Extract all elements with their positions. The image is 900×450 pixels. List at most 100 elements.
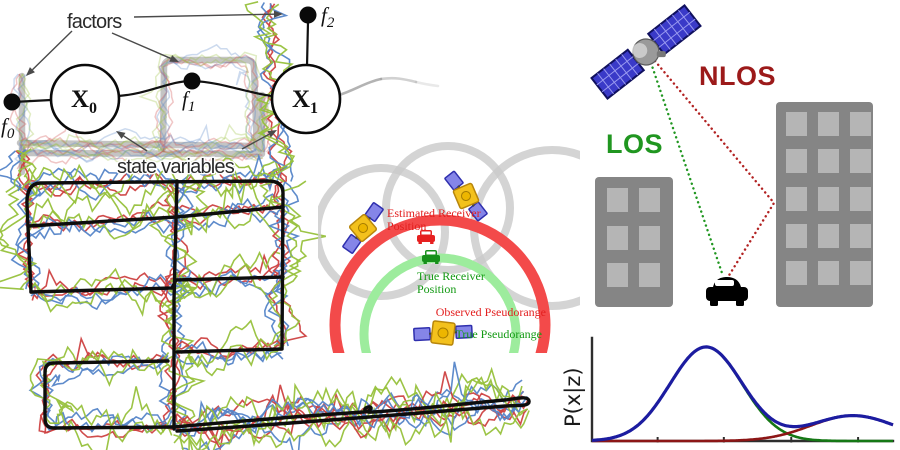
plot-curves bbox=[591, 345, 894, 443]
state-variables-label: state variables bbox=[117, 156, 235, 178]
window-rect bbox=[786, 261, 807, 285]
washed-noise-path bbox=[259, 96, 273, 153]
f2-label: f2 bbox=[321, 3, 335, 31]
window-rect bbox=[818, 112, 839, 136]
noise-path bbox=[0, 183, 38, 290]
noise-path bbox=[173, 375, 523, 438]
window-rect bbox=[818, 224, 839, 248]
annotation-arrows bbox=[26, 10, 283, 152]
arrow-head bbox=[169, 55, 179, 62]
panel-grid-line bbox=[659, 24, 677, 46]
car-body bbox=[706, 287, 748, 301]
noise-path bbox=[27, 165, 278, 234]
washed-noise-path bbox=[21, 144, 262, 164]
car-body bbox=[422, 255, 440, 262]
window-rect bbox=[607, 226, 628, 250]
edge-x0-f1 bbox=[116, 79, 193, 98]
window-rect bbox=[786, 187, 807, 211]
window-rect bbox=[818, 261, 839, 285]
noise-path bbox=[23, 159, 281, 217]
factor-node-f2 bbox=[299, 6, 317, 24]
gt-mid-vertical bbox=[172, 179, 179, 431]
posterior-density-curve bbox=[591, 345, 894, 442]
car-windshield bbox=[426, 251, 436, 255]
window-rect bbox=[818, 149, 839, 173]
satellite-icon-left bbox=[342, 202, 384, 254]
los-label: LOS bbox=[606, 129, 663, 159]
fade-seg-3 bbox=[414, 80, 440, 88]
noise-path bbox=[173, 366, 525, 450]
window-rect bbox=[639, 188, 660, 212]
fade-seg-1 bbox=[337, 77, 383, 97]
state-node-x1 bbox=[270, 63, 342, 135]
noise-path bbox=[157, 180, 194, 427]
window-rect bbox=[850, 187, 871, 211]
factor-graph: X0 X1 f0 f1 f2 factors state variables bbox=[1, 3, 440, 180]
washed-noise-path bbox=[156, 61, 257, 153]
noise-path bbox=[39, 348, 173, 443]
washed-noise-path bbox=[158, 43, 261, 153]
f1-label: f1 bbox=[182, 87, 195, 115]
nlos-density-curve bbox=[591, 414, 894, 443]
window-rect bbox=[607, 263, 628, 287]
window-rect bbox=[850, 261, 871, 285]
estimated-receiver-label-line1: Estimated Receiver bbox=[387, 206, 481, 220]
true-receiver-label-line2: Position bbox=[417, 282, 456, 296]
washed-noise-path bbox=[19, 123, 255, 157]
window-rect bbox=[786, 149, 807, 173]
washed-noise-path bbox=[20, 136, 257, 160]
car-wheel bbox=[423, 261, 427, 264]
arrow-line bbox=[123, 135, 148, 152]
panel-grid-lines bbox=[596, 9, 696, 95]
panel-grid-line bbox=[665, 19, 683, 41]
factor-node-f0 bbox=[3, 93, 21, 111]
noise-path bbox=[15, 183, 41, 289]
panel-grid-line bbox=[615, 58, 633, 80]
washed-noise-path bbox=[258, 96, 266, 153]
building-windows bbox=[607, 112, 871, 287]
window-rect bbox=[639, 226, 660, 250]
factors-label: factors bbox=[67, 11, 122, 33]
edge-f1-x1 bbox=[191, 79, 274, 98]
f0-label: f0 bbox=[1, 114, 15, 142]
arrow-line bbox=[133, 13, 275, 18]
gt-bottom-block bbox=[43, 359, 176, 430]
los-beam bbox=[649, 61, 725, 278]
noise-path bbox=[24, 157, 281, 206]
car-windshield bbox=[715, 280, 734, 286]
washed-noise-path bbox=[21, 145, 262, 163]
window-rect bbox=[850, 224, 871, 248]
panel-grid-line bbox=[597, 73, 614, 95]
satellite-dish bbox=[437, 327, 449, 339]
fade-seg-2 bbox=[379, 76, 418, 84]
car-wheel bbox=[710, 300, 718, 306]
panel-grid-line bbox=[672, 14, 689, 36]
washed-noise-path bbox=[19, 73, 35, 170]
fading-edge-right bbox=[337, 76, 440, 97]
noise-path bbox=[5, 149, 34, 193]
panel-grid-line bbox=[653, 28, 671, 50]
arrow-head bbox=[273, 10, 283, 18]
gt-row4 bbox=[175, 347, 284, 354]
washed-noise-path bbox=[22, 143, 262, 162]
window-rect bbox=[786, 224, 807, 248]
washed-noise-path bbox=[254, 96, 269, 153]
noise-path bbox=[178, 377, 530, 450]
probability-plot: P(x|z) bbox=[561, 336, 895, 443]
car-wheel bbox=[435, 261, 439, 264]
noise-path bbox=[0, 184, 30, 291]
noise-path bbox=[20, 148, 37, 191]
solar-panel bbox=[413, 326, 432, 342]
washed-noise-path bbox=[20, 128, 255, 154]
arrow-line bbox=[31, 30, 73, 71]
window-rect bbox=[639, 263, 660, 287]
true-receiver-label-line1: True Receiver bbox=[417, 269, 485, 283]
nlos-label: NLOS bbox=[699, 61, 776, 91]
true-car-icon bbox=[422, 250, 440, 264]
washed-noise-path bbox=[151, 53, 257, 153]
window-rect bbox=[850, 112, 871, 136]
washed-noise-path bbox=[20, 132, 255, 154]
arrow-head bbox=[116, 131, 126, 139]
noise-path bbox=[176, 330, 283, 377]
